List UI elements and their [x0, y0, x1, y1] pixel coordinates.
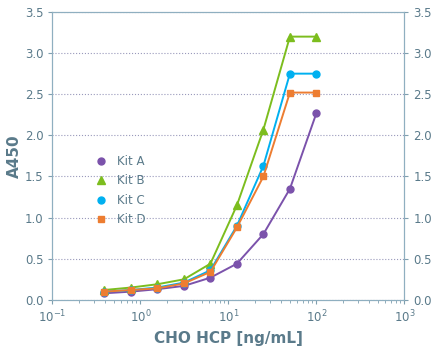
- X-axis label: CHO HCP [ng/mL]: CHO HCP [ng/mL]: [154, 331, 302, 346]
- Y-axis label: A450: A450: [7, 134, 22, 178]
- Legend: Kit A, Kit B, Kit C, Kit D: Kit A, Kit B, Kit C, Kit D: [86, 152, 148, 228]
